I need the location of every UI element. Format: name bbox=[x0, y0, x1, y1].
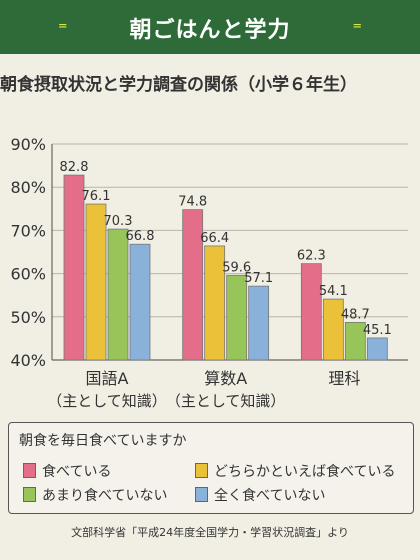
y-tick-label: 40% bbox=[10, 351, 46, 370]
decorative-burst-right: ⁼ bbox=[352, 19, 362, 40]
legend-swatch-0 bbox=[23, 463, 36, 478]
data-label: 54.1 bbox=[319, 284, 348, 299]
data-label: 57.1 bbox=[244, 271, 273, 286]
x-tick-sublabel: （主として知識） bbox=[166, 392, 286, 410]
data-label: 62.3 bbox=[297, 249, 326, 264]
bar-1-1 bbox=[204, 245, 226, 361]
legend-swatch-1 bbox=[195, 463, 208, 478]
y-tick-label: 90% bbox=[10, 135, 46, 154]
bar-0-2 bbox=[107, 228, 129, 361]
legend-label-1: どちらかといえば食べている bbox=[214, 464, 396, 480]
y-tick-label: 70% bbox=[10, 221, 46, 240]
data-label: 74.8 bbox=[178, 195, 207, 210]
banner-title: 朝ごはんと学力 bbox=[129, 18, 291, 43]
bar-1-2 bbox=[226, 274, 248, 361]
bar-2-3 bbox=[366, 337, 388, 361]
bar-2-1 bbox=[322, 298, 344, 361]
decorative-burst-left: ⁼ bbox=[58, 19, 68, 40]
data-label: 59.6 bbox=[222, 260, 251, 275]
y-tick-label: 50% bbox=[10, 308, 46, 327]
legend-item-0: 食べている bbox=[23, 461, 111, 481]
bar-1-3 bbox=[248, 285, 270, 361]
x-tick-label: 算数A bbox=[204, 369, 247, 388]
bar-2-2 bbox=[344, 322, 366, 361]
y-tick-label: 60% bbox=[10, 265, 46, 284]
data-label: 82.8 bbox=[60, 160, 89, 175]
chart-subtitle: 朝食摂取状況と学力調査の関係（小学６年生） bbox=[0, 75, 357, 95]
legend-swatch-3 bbox=[195, 487, 208, 502]
data-label: 48.7 bbox=[341, 307, 370, 322]
legend-item-2: あまり食べていない bbox=[23, 485, 167, 505]
legend-label-3: 全く食べていない bbox=[214, 488, 326, 504]
bar-0-1 bbox=[85, 203, 107, 361]
data-label: 70.3 bbox=[104, 214, 133, 229]
x-tick-label: 理科 bbox=[328, 369, 360, 388]
bar-2-0 bbox=[300, 263, 322, 361]
bar-0-0 bbox=[63, 174, 85, 361]
legend-title: 朝食を毎日食べていますか bbox=[19, 433, 187, 449]
source-note: 文部科学省「平成24年度全国学力・学習状況調査」より bbox=[71, 526, 349, 539]
y-tick-label: 80% bbox=[10, 178, 46, 197]
legend-swatch-2 bbox=[23, 487, 36, 502]
data-label: 45.1 bbox=[363, 323, 392, 338]
legend-label-0: 食べている bbox=[42, 464, 112, 480]
title-banner: ⁼ 朝ごはんと学力 ⁼ bbox=[0, 0, 420, 54]
data-label: 76.1 bbox=[82, 189, 111, 204]
legend-label-2: あまり食べていない bbox=[42, 488, 168, 504]
bar-0-3 bbox=[129, 243, 151, 361]
bar-1-0 bbox=[182, 209, 204, 361]
legend-item-1: どちらかといえば食べている bbox=[195, 461, 395, 481]
legend: 朝食を毎日食べていますか 食べている どちらかといえば食べている あまり食べてい… bbox=[8, 422, 414, 514]
data-label: 66.4 bbox=[200, 231, 229, 246]
legend-item-3: 全く食べていない bbox=[195, 485, 325, 505]
bar-chart: 90% 80% 70% 60% 50% 40% 82.8 76.1 70.366.8 国語A （主と… bbox=[10, 135, 408, 410]
x-tick-sublabel: （主として知識） bbox=[47, 392, 167, 410]
x-tick-label: 国語A bbox=[86, 369, 129, 388]
data-label: 66.8 bbox=[126, 229, 155, 244]
